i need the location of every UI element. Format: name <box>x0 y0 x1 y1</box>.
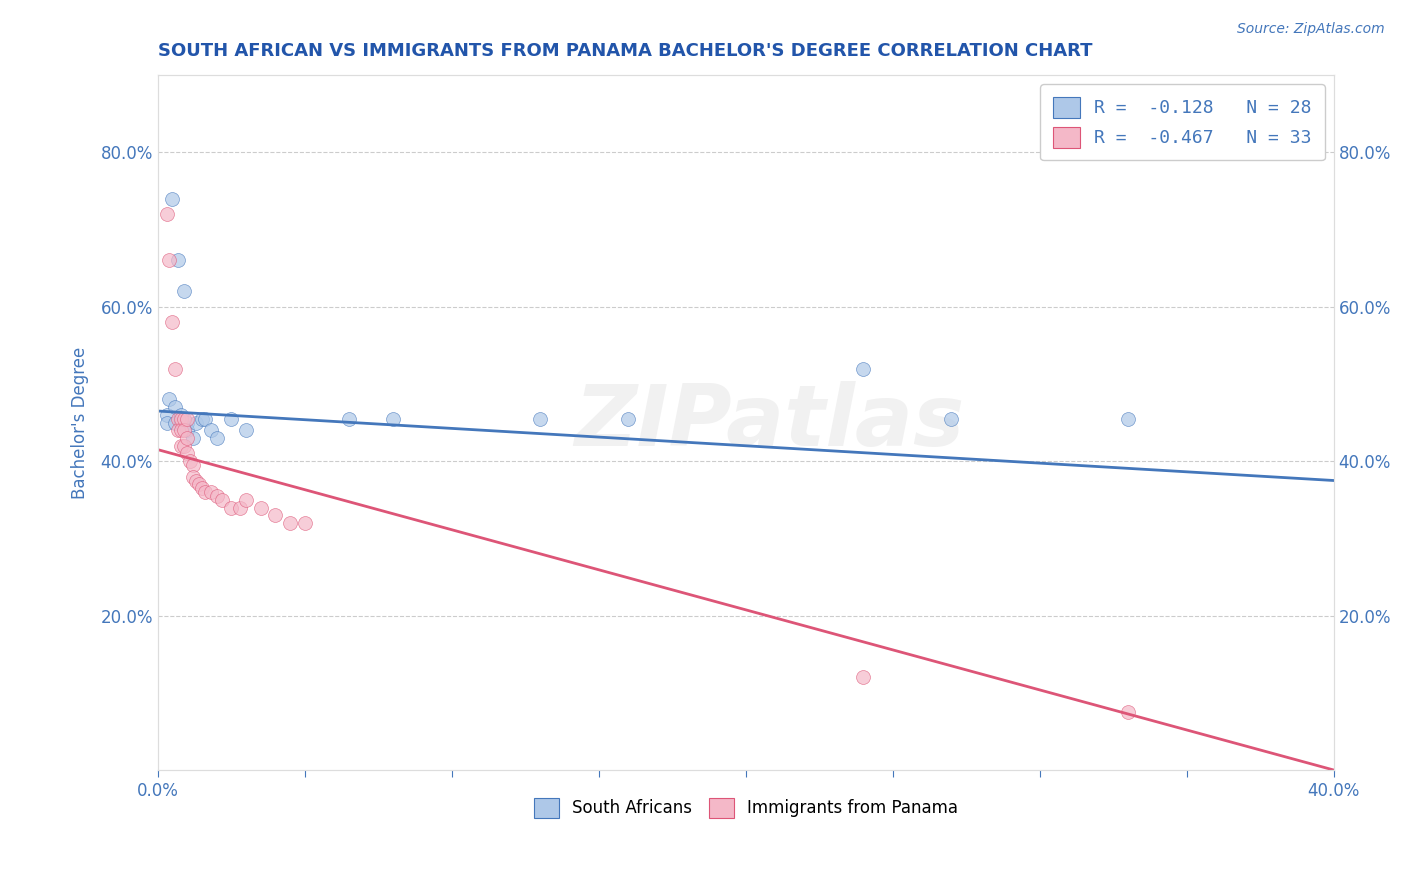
Point <box>165 361 187 376</box>
Point <box>1116 705 1139 719</box>
Point <box>155 416 177 430</box>
Point <box>200 485 222 500</box>
Point <box>205 431 228 445</box>
Point <box>176 431 198 445</box>
Point <box>381 411 404 425</box>
Point <box>852 670 875 684</box>
Point <box>249 500 271 515</box>
Point <box>167 253 190 268</box>
Point <box>617 411 640 425</box>
Point <box>165 400 187 414</box>
Point <box>337 411 360 425</box>
Point <box>162 192 184 206</box>
Point <box>162 315 184 329</box>
Point <box>194 411 217 425</box>
Point <box>155 207 177 221</box>
Text: ZIPatlas: ZIPatlas <box>574 381 965 464</box>
Point <box>852 361 875 376</box>
Point <box>211 492 233 507</box>
Point <box>181 469 204 483</box>
Point <box>176 423 198 437</box>
Point <box>1116 411 1139 425</box>
Point <box>181 458 204 472</box>
Point <box>165 416 187 430</box>
Point <box>229 500 252 515</box>
Point <box>194 485 217 500</box>
Point <box>200 423 222 437</box>
Y-axis label: Bachelor's Degree: Bachelor's Degree <box>72 346 89 499</box>
Point <box>173 439 195 453</box>
Point <box>219 500 242 515</box>
Point <box>170 416 193 430</box>
Point <box>294 516 316 530</box>
Point <box>184 474 207 488</box>
Text: SOUTH AFRICAN VS IMMIGRANTS FROM PANAMA BACHELOR'S DEGREE CORRELATION CHART: SOUTH AFRICAN VS IMMIGRANTS FROM PANAMA … <box>157 42 1092 60</box>
Point <box>170 439 193 453</box>
Point <box>941 411 963 425</box>
Point <box>170 408 193 422</box>
Point <box>187 477 209 491</box>
Point <box>167 411 190 425</box>
Point <box>191 411 214 425</box>
Point <box>173 423 195 437</box>
Point <box>184 416 207 430</box>
Point <box>173 285 195 299</box>
Point <box>173 411 195 425</box>
Point <box>176 411 198 425</box>
Point <box>159 392 181 407</box>
Point <box>191 481 214 495</box>
Point <box>170 423 193 437</box>
Point <box>155 408 177 422</box>
Point <box>219 411 242 425</box>
Point <box>529 411 551 425</box>
Point <box>181 431 204 445</box>
Point <box>176 416 198 430</box>
Point <box>264 508 287 523</box>
Point <box>159 253 181 268</box>
Point <box>235 492 257 507</box>
Point <box>179 454 201 468</box>
Point <box>176 446 198 460</box>
Point <box>235 423 257 437</box>
Point <box>170 411 193 425</box>
Text: Source: ZipAtlas.com: Source: ZipAtlas.com <box>1237 22 1385 37</box>
Point <box>278 516 301 530</box>
Point <box>167 423 190 437</box>
Point <box>205 489 228 503</box>
Legend: South Africans, Immigrants from Panama: South Africans, Immigrants from Panama <box>527 791 965 824</box>
